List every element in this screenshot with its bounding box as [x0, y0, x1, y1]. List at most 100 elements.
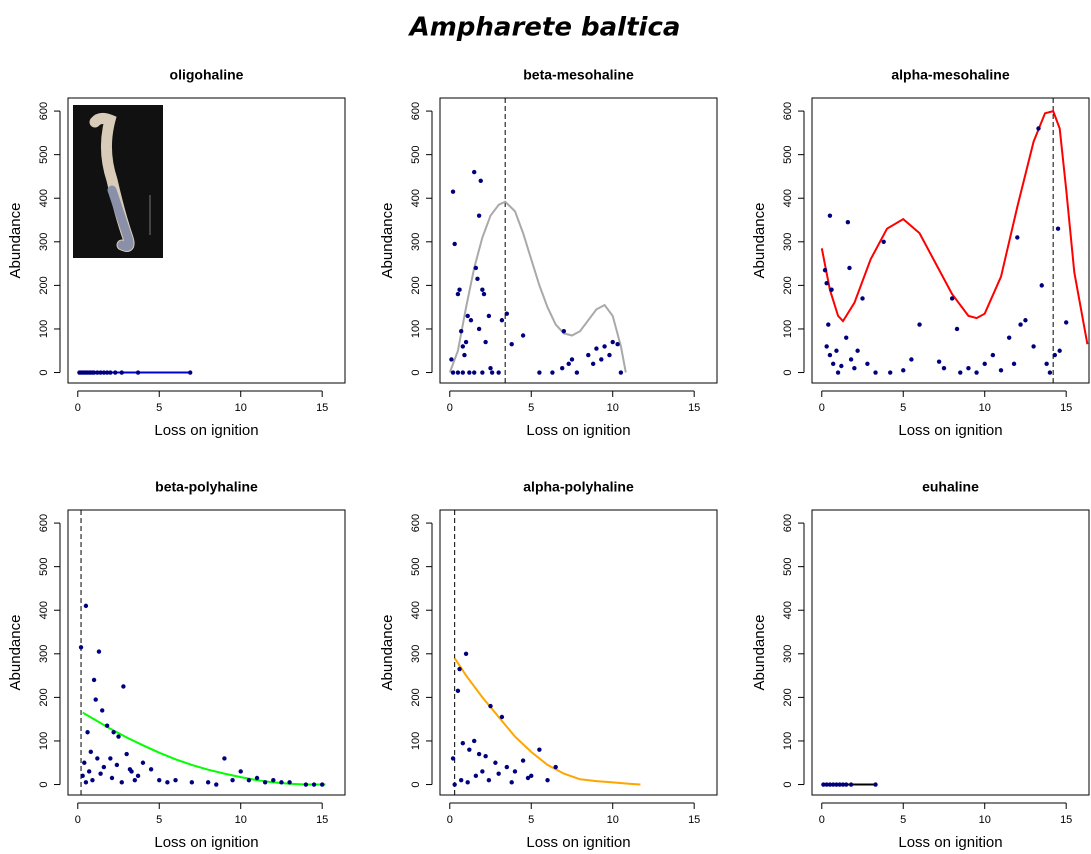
- data-point: [457, 287, 462, 292]
- data-point: [855, 348, 860, 353]
- panel-title: euhaline: [922, 479, 979, 495]
- y-tick-label: 600: [38, 514, 50, 532]
- y-tick-label: 400: [38, 601, 50, 619]
- x-axis-label: Loss on ignition: [154, 834, 258, 851]
- data-point: [450, 370, 456, 375]
- data-point: [476, 326, 482, 332]
- data-point: [460, 370, 466, 375]
- y-axis-label: Abundance: [379, 203, 396, 279]
- x-tick-label: 0: [75, 814, 81, 826]
- data-point: [845, 219, 851, 225]
- data-point: [104, 723, 110, 728]
- data-point: [615, 342, 620, 347]
- data-point: [840, 782, 846, 787]
- data-point: [537, 747, 542, 752]
- data-point: [1018, 322, 1023, 327]
- data-point: [108, 756, 113, 761]
- data-point: [560, 365, 565, 371]
- plot-box: [67, 509, 346, 796]
- data-point: [480, 769, 485, 774]
- data-point: [135, 370, 141, 375]
- data-point: [848, 782, 854, 787]
- x-axis-label: Loss on ignition: [526, 422, 630, 439]
- y-tick-label: 200: [782, 688, 794, 706]
- data-point: [480, 370, 485, 375]
- data-point: [465, 780, 470, 785]
- data-point: [553, 764, 558, 770]
- fit-curve: [448, 200, 627, 373]
- data-point: [165, 780, 170, 785]
- data-point: [91, 677, 97, 683]
- x-tick-label: 5: [156, 402, 162, 414]
- data-point: [1015, 235, 1020, 240]
- x-tick-label: 15: [316, 402, 328, 414]
- data-point: [189, 780, 195, 785]
- y-tick-label: 500: [782, 557, 794, 575]
- data-point: [496, 370, 501, 375]
- data-point: [529, 773, 534, 779]
- data-point: [132, 777, 138, 783]
- data-point: [109, 775, 115, 781]
- y-tick-label: 200: [38, 688, 50, 706]
- data-point: [113, 370, 118, 375]
- x-tick-label: 0: [819, 814, 825, 826]
- data-point: [602, 344, 607, 349]
- data-point: [455, 291, 461, 297]
- data-point: [1055, 226, 1061, 231]
- panel: beta-mesohaline Loss on ignition Abundance…: [379, 67, 718, 439]
- data-point: [888, 370, 893, 375]
- data-point: [1031, 344, 1036, 349]
- x-tick-label: 10: [607, 402, 619, 414]
- y-tick-label: 0: [782, 369, 794, 375]
- data-point: [483, 754, 488, 759]
- data-point: [1063, 320, 1069, 325]
- data-point: [119, 780, 124, 785]
- data-point: [114, 762, 120, 768]
- data-point: [238, 769, 243, 774]
- data-point: [119, 370, 124, 375]
- y-tick-label: 0: [782, 781, 794, 787]
- data-point: [135, 773, 141, 779]
- data-point: [476, 751, 482, 757]
- data-point: [478, 178, 483, 183]
- data-point: [830, 361, 836, 367]
- data-point: [100, 708, 105, 713]
- data-point: [590, 361, 596, 367]
- x-tick-label: 5: [156, 814, 162, 826]
- x-tick-label: 5: [900, 402, 906, 414]
- data-point: [472, 738, 477, 744]
- x-tick-label: 5: [528, 814, 534, 826]
- data-point: [460, 740, 466, 746]
- data-point: [847, 265, 852, 271]
- data-point: [473, 773, 479, 779]
- x-tick-label: 0: [447, 814, 453, 826]
- data-point: [463, 651, 469, 657]
- data-point: [475, 276, 480, 282]
- y-tick-label: 600: [410, 514, 422, 532]
- y-tick-label: 100: [410, 732, 422, 750]
- data-point: [837, 782, 842, 787]
- y-tick-label: 400: [38, 189, 50, 207]
- y-tick-label: 300: [410, 645, 422, 663]
- data-point: [230, 777, 235, 783]
- y-tick-label: 300: [38, 645, 50, 663]
- data-point: [480, 287, 485, 292]
- plot-box: [439, 509, 718, 796]
- data-point: [452, 782, 457, 787]
- y-tick-label: 500: [410, 557, 422, 575]
- x-tick-label: 15: [1060, 402, 1072, 414]
- data-point: [1023, 318, 1028, 323]
- panel: oligohaline Loss on ignition Abundance 0 5 10…: [7, 67, 346, 439]
- data-point: [824, 782, 829, 787]
- data-point: [512, 769, 518, 774]
- y-axis-label: Abundance: [7, 615, 24, 691]
- y-tick-label: 500: [410, 145, 422, 163]
- data-point: [121, 684, 126, 689]
- data-point: [618, 370, 624, 375]
- data-point: [82, 760, 87, 765]
- data-point: [827, 213, 833, 218]
- data-point: [982, 361, 987, 367]
- y-tick-label: 100: [782, 732, 794, 750]
- y-tick-label: 100: [38, 732, 50, 750]
- data-point: [599, 357, 604, 362]
